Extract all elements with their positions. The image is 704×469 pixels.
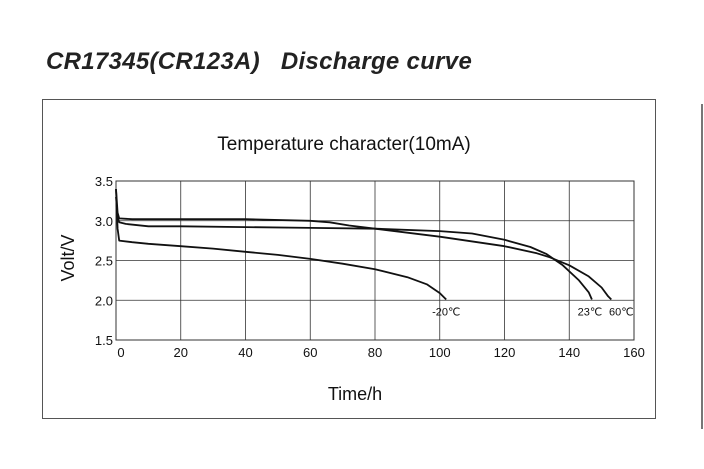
series-line: [115, 188, 447, 301]
chart-title: Temperature character(10mA): [217, 134, 470, 155]
y-tick-label: 1.5: [95, 333, 113, 348]
x-tick-label: 20: [174, 345, 188, 360]
series-labels: -20℃ 23℃ 60℃: [432, 306, 634, 318]
series-label: -20℃: [432, 306, 460, 318]
chart-frame: [42, 99, 656, 419]
y-tick-label: 2.5: [95, 254, 113, 269]
y-tick-label: 3.0: [95, 214, 113, 229]
x-tick-label: 40: [238, 345, 252, 360]
y-tick-label: 3.5: [95, 174, 113, 189]
grid: [115, 180, 635, 341]
series-label: 60℃: [609, 306, 634, 318]
series-label: 23℃: [578, 306, 603, 318]
series-line: [115, 188, 612, 301]
tick-labels: 0 20 40 60 80 100 120 140 160 1.5 2.0 2.5 3.0 3.5: [95, 174, 645, 360]
x-tick-label: 140: [558, 345, 580, 360]
series-line: [115, 196, 593, 300]
x-tick-label: 100: [429, 345, 451, 360]
x-tick-label: 80: [368, 345, 382, 360]
right-edge-line: [701, 104, 703, 429]
x-tick-label: 0: [117, 345, 124, 360]
y-axis-title: Volt/V: [58, 234, 78, 281]
x-tick-label: 60: [303, 345, 317, 360]
x-tick-label: 160: [623, 345, 645, 360]
page-title: CR17345(CR123A) Discharge curve: [46, 48, 473, 75]
y-tick-label: 2.0: [95, 293, 113, 308]
x-tick-label: 120: [494, 345, 516, 360]
series-lines: [115, 188, 612, 301]
x-axis-title: Time/h: [328, 384, 382, 404]
